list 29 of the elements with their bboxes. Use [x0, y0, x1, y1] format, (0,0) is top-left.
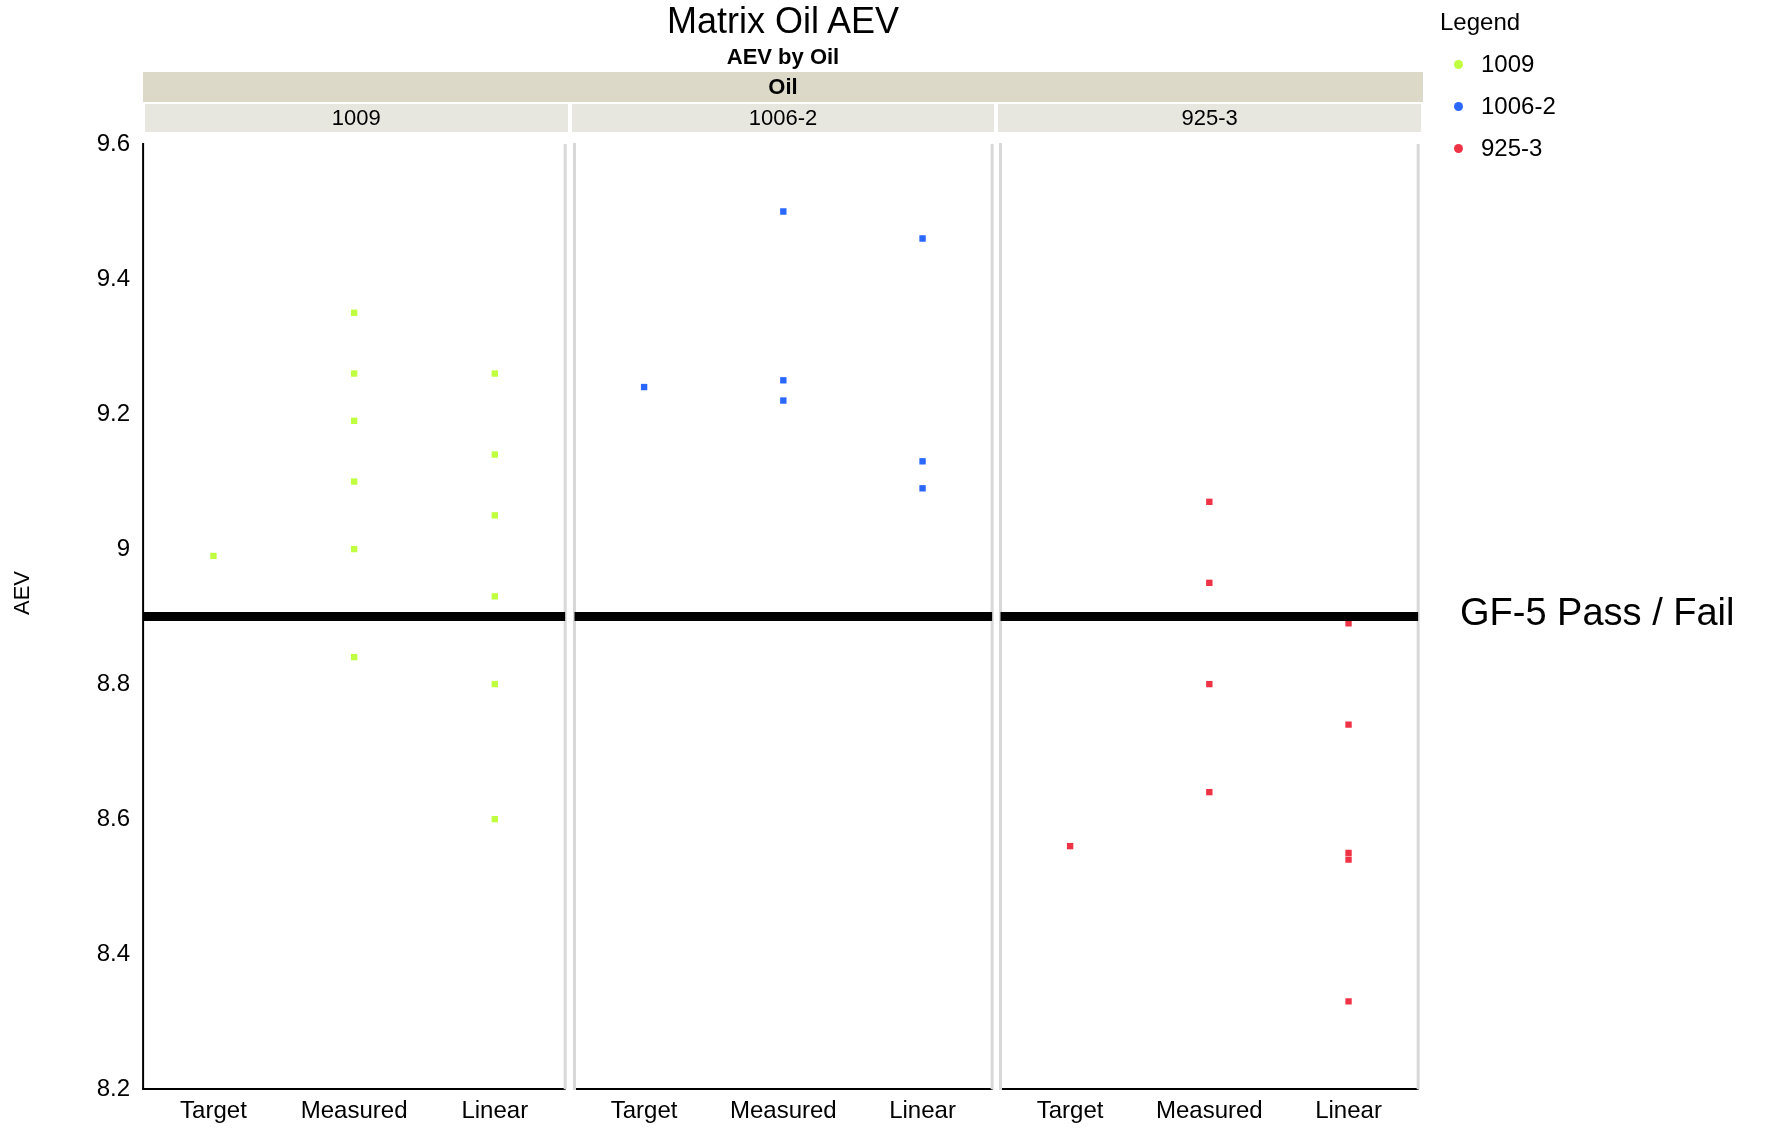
legend-label: 1006-2 [1481, 92, 1556, 120]
y-tick-label: 9 [116, 533, 131, 561]
y-tick-label: 9.4 [96, 263, 131, 291]
x-tick-label: Measured [729, 1096, 837, 1124]
ref-line-label: GF-5 Pass / Fail [1460, 590, 1735, 634]
y-axis-title: AEV [9, 570, 35, 616]
x-tick-label: Measured [1156, 1096, 1264, 1124]
x-tick-label: Linear [461, 1096, 529, 1124]
x-tick-label: Linear [888, 1096, 956, 1124]
x-tick-label: Linear [1315, 1096, 1383, 1124]
text: 925-3 [998, 104, 1421, 132]
y-tick-label: 8.4 [96, 938, 131, 966]
x-tick-label: Target [1037, 1096, 1105, 1124]
legend-title: Legend [1440, 8, 1522, 36]
x-tick-label: Target [610, 1096, 678, 1124]
y-tick-label: 8.2 [96, 1073, 131, 1101]
x-tick-label: Target [180, 1096, 248, 1124]
chart-title: Matrix Oil AEV [665, 0, 901, 42]
y-tick-label: 9.6 [96, 128, 131, 156]
text: Oil [143, 72, 1423, 102]
x-tick-label: Measured [300, 1096, 408, 1124]
legend-label: 1009 [1481, 50, 1535, 78]
y-tick-label: 8.6 [96, 803, 131, 831]
chart-subtitle: AEV by Oil [725, 44, 841, 70]
legend-label: 925-3 [1481, 134, 1543, 162]
text: 1006-2 [571, 104, 995, 132]
y-tick-label: 9.2 [96, 398, 131, 426]
text: 1009 [145, 104, 568, 132]
y-tick-label: 8.8 [96, 668, 131, 696]
